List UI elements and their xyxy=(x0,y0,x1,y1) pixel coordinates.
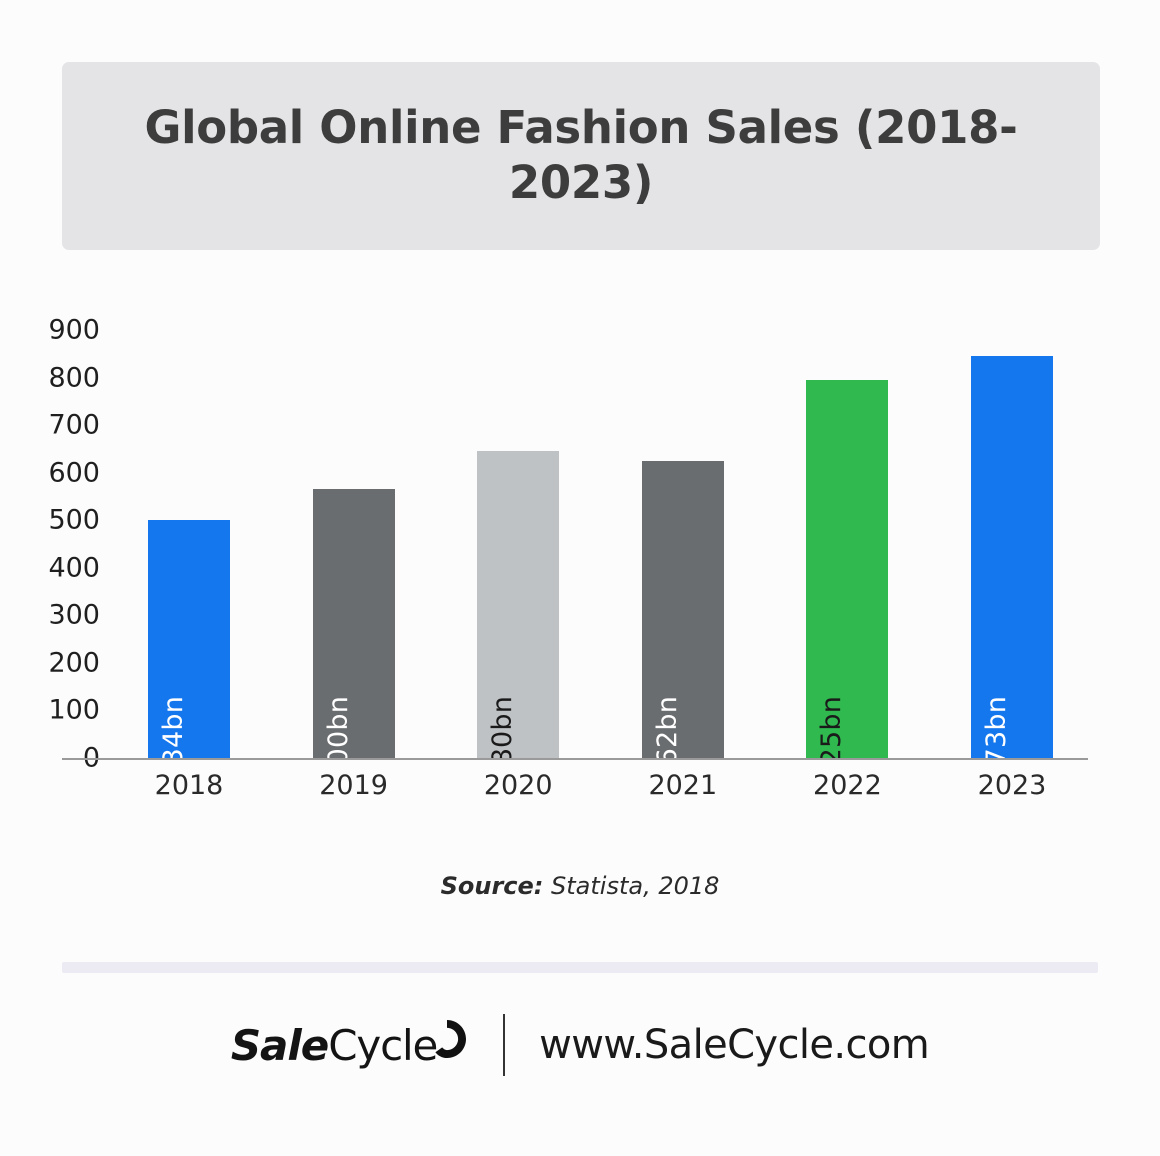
source-value: Statista, 2018 xyxy=(551,872,720,900)
footer-separator xyxy=(503,1014,506,1076)
x-axis-tick-2019: 2019 xyxy=(319,770,388,801)
y-axis-tick-500: 500 xyxy=(48,504,100,536)
logo-text-sale: Sale xyxy=(230,1020,329,1070)
x-axis-tick-2021: 2021 xyxy=(648,770,718,801)
source-label: Source: xyxy=(440,872,544,900)
x-axis: 2018 2019 2020 2021 2022 2023 xyxy=(0,770,1160,820)
bar-2022[interactable]: $825bn xyxy=(806,379,889,758)
logo-text-cycle: Cycle xyxy=(328,1020,438,1070)
y-axis-tick-300: 300 xyxy=(48,599,100,631)
y-axis-tick-200: 200 xyxy=(48,647,100,679)
x-axis-tick-2022: 2022 xyxy=(813,770,882,801)
y-axis-tick-400: 400 xyxy=(48,552,100,584)
y-axis: 900 800 700 600 500 400 300 200 100 0 xyxy=(0,300,104,772)
bar-2023[interactable]: $873bn xyxy=(971,356,1053,758)
bar-2021[interactable]: $662bn xyxy=(641,460,724,758)
bar-2018[interactable]: $534bn xyxy=(148,520,230,758)
page-title: Global Online Fashion Sales (2018-2023) xyxy=(144,101,1018,209)
x-axis-line xyxy=(62,758,1088,760)
footer-website-url[interactable]: www.SaleCycle.com xyxy=(539,1022,930,1068)
x-axis-tick-2023: 2023 xyxy=(977,770,1047,801)
footer: Sale Cycle www.SaleCycle.com xyxy=(0,1005,1160,1085)
bar-value-label-2022: $825bn xyxy=(816,695,848,758)
cycle-c-icon xyxy=(425,1017,469,1061)
bar-series: $534bn $600bn $680bn $662bn $825bn $873bn xyxy=(0,300,1160,758)
bar-value-label-2021: $662bn xyxy=(651,695,683,758)
y-axis-tick-900: 900 xyxy=(48,314,100,346)
bar-value-label-2019: $600bn xyxy=(322,695,354,758)
bar-chart: 900 800 700 600 500 400 300 200 100 0 $534bn $600b… xyxy=(0,300,1160,820)
title-banner: Global Online Fashion Sales (2018-2023) xyxy=(62,62,1100,250)
x-axis-tick-2018: 2018 xyxy=(154,770,224,801)
y-axis-tick-700: 700 xyxy=(48,409,100,441)
x-axis-tick-2020: 2020 xyxy=(483,770,553,801)
source-note: Source: Statista, 2018 xyxy=(0,872,1160,900)
footer-divider xyxy=(62,962,1098,973)
y-axis-tick-800: 800 xyxy=(48,362,100,394)
y-axis-tick-600: 600 xyxy=(48,457,100,489)
bar-value-label-2020: $680bn xyxy=(487,695,519,758)
bar-2019[interactable]: $600bn xyxy=(312,489,395,758)
bar-value-label-2023: $873bn xyxy=(981,695,1012,758)
bar-2020[interactable]: $680bn xyxy=(477,451,560,758)
salecycle-logo[interactable]: Sale Cycle xyxy=(230,1020,469,1070)
bar-value-label-2018: $534bn xyxy=(158,695,189,758)
y-axis-tick-100: 100 xyxy=(48,694,100,726)
